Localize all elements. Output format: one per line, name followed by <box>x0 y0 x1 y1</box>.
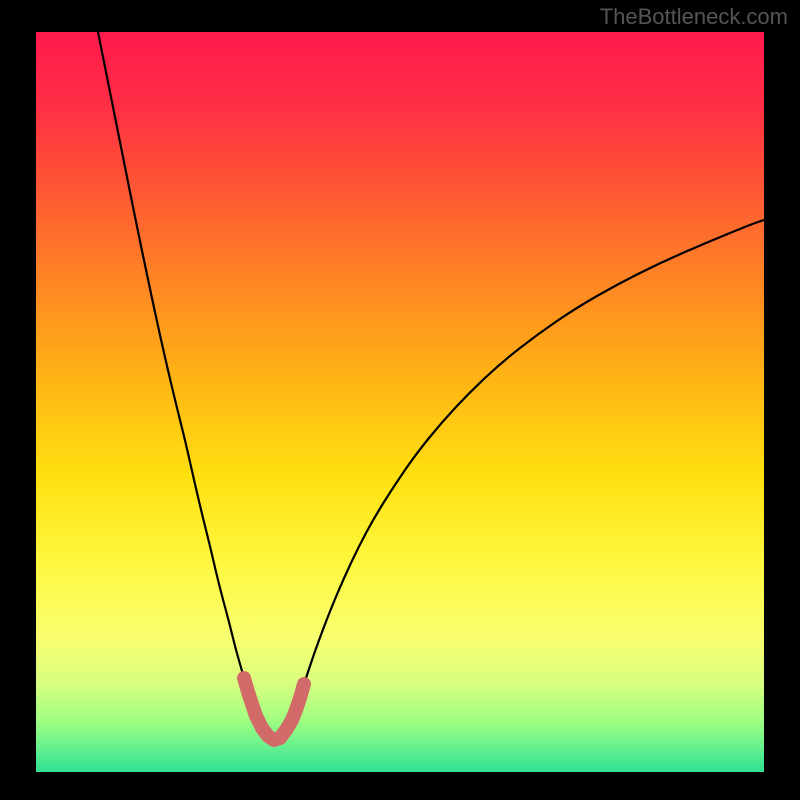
curve-right-branch <box>294 220 764 716</box>
plot-area <box>36 32 764 772</box>
curve-left-branch <box>98 32 256 716</box>
bottleneck-curve <box>36 32 764 772</box>
watermark-text: TheBottleneck.com <box>600 4 788 30</box>
accent-u-marker <box>244 678 304 740</box>
chart-container: TheBottleneck.com <box>0 0 800 800</box>
